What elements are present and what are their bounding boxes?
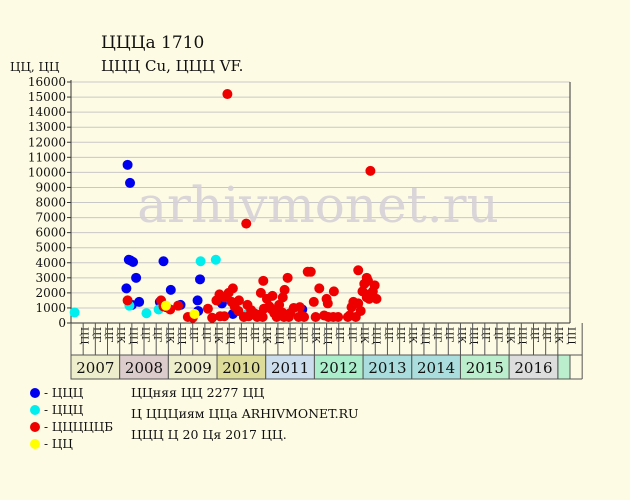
legend-label: - ЦЦ	[44, 437, 73, 451]
data-point	[322, 298, 333, 309]
data-point	[131, 272, 142, 283]
data-point	[355, 305, 366, 316]
quarter-label-extra: ЦЦ	[565, 327, 576, 345]
data-point	[128, 256, 139, 267]
y-tick-label: 3000	[35, 271, 66, 285]
data-point	[257, 311, 268, 322]
data-point	[305, 266, 316, 277]
data-point	[294, 302, 305, 313]
data-point	[369, 280, 380, 291]
data-point	[158, 256, 169, 267]
data-point	[122, 295, 133, 306]
data-point	[69, 307, 80, 318]
year-label: 2012	[320, 359, 358, 377]
year-cell	[265, 354, 315, 380]
data-point	[210, 254, 221, 265]
data-point	[333, 311, 344, 322]
year-label: 2016	[514, 359, 552, 377]
year-cell	[119, 354, 169, 380]
data-point	[219, 311, 230, 322]
legend-yellow-dot-icon	[30, 439, 40, 449]
data-point	[160, 300, 171, 311]
data-point	[353, 265, 364, 276]
y-tick-label: 2000	[35, 286, 66, 300]
data-point	[165, 284, 176, 295]
data-point	[267, 290, 278, 301]
data-point	[274, 299, 285, 310]
year-cell	[216, 354, 267, 380]
data-point	[195, 274, 206, 285]
data-point	[279, 284, 290, 295]
data-point	[207, 312, 218, 323]
y-tick-label: 10000	[28, 165, 66, 179]
y-tick-label: 4000	[35, 256, 66, 270]
data-point	[328, 286, 339, 297]
legend-label: - ЦЦЦ	[44, 386, 84, 400]
data-point	[364, 293, 375, 304]
chart-title: ЦЦЦа 1710	[101, 33, 205, 53]
note-date: ЦЦЦ Ц 20 Ця 2017 ЦЦ.	[131, 427, 287, 442]
data-point	[141, 308, 152, 319]
data-point	[241, 218, 252, 229]
data-point	[202, 303, 213, 314]
year-label: 2007	[76, 359, 114, 377]
y-tick-label: 11000	[28, 150, 66, 164]
data-point	[353, 298, 364, 309]
y-tick-label: 15000	[28, 90, 66, 104]
year-label: 2008	[125, 359, 163, 377]
data-point	[314, 283, 325, 294]
y-tick-label: 14000	[28, 105, 66, 119]
y-tick-label: 16000	[28, 75, 66, 89]
note-source: Ц ЦЦЦиям ЦЦа ARHIVMONET.RU	[131, 406, 359, 421]
data-point	[299, 311, 310, 322]
year-cell-extra	[557, 354, 571, 380]
data-point	[308, 296, 319, 307]
data-point	[233, 295, 244, 306]
data-point	[121, 283, 132, 294]
y-tick-label: 7000	[35, 211, 66, 225]
data-point	[371, 293, 382, 304]
data-point	[192, 295, 203, 306]
data-point	[255, 287, 266, 298]
y-tick-label: 5000	[35, 241, 66, 255]
legend-red-dot-icon	[30, 422, 40, 432]
year-label: 2010	[222, 359, 260, 377]
year-label: 2011	[271, 359, 309, 377]
year-label: 2014	[417, 359, 455, 377]
data-point	[344, 310, 355, 321]
data-point	[258, 275, 269, 286]
note-count: ЦЦняя ЦЦ 2277 ЦЦ	[131, 385, 265, 400]
y-tick-label: 0	[58, 316, 66, 330]
data-point	[310, 311, 321, 322]
data-point	[365, 165, 376, 176]
data-point	[227, 283, 238, 294]
data-point	[282, 272, 293, 283]
chart-subtitle: ЦЦЦ Cu, ЦЦЦ VF.	[101, 57, 244, 75]
data-point	[222, 89, 233, 100]
legend-label: - ЦЦЦЦЦБ	[44, 420, 114, 434]
data-point	[277, 292, 288, 303]
data-point	[122, 159, 133, 170]
y-tick-label: 9000	[35, 180, 66, 194]
y-axis-unit: ЦЦ, ЦЦ	[10, 60, 60, 74]
notes: ЦЦняя ЦЦ 2277 ЦЦ Ц ЦЦЦиям ЦЦа ARHIVMONET…	[131, 382, 359, 445]
y-tick-label: 1000	[35, 301, 66, 315]
data-point	[189, 308, 200, 319]
y-tick-label: 12000	[28, 135, 66, 149]
legend-blue-dot-icon	[30, 388, 40, 398]
legend-cyan-dot-icon	[30, 405, 40, 415]
data-point	[195, 256, 206, 267]
watermark: arhivmonet.ru	[137, 176, 499, 234]
data-point	[173, 300, 184, 311]
data-point	[125, 177, 136, 188]
year-label: 2013	[368, 359, 406, 377]
year-cell	[313, 354, 364, 380]
legend-label: - ЦЦЦ	[44, 403, 84, 417]
y-tick-label: 6000	[35, 226, 66, 240]
y-tick-label: 8000	[35, 196, 66, 210]
price-chart: arhivmonet.ru 01000200030004000500060007…	[28, 75, 583, 380]
y-tick-label: 13000	[28, 120, 66, 134]
year-label: 2009	[174, 359, 212, 377]
year-label: 2015	[466, 359, 504, 377]
